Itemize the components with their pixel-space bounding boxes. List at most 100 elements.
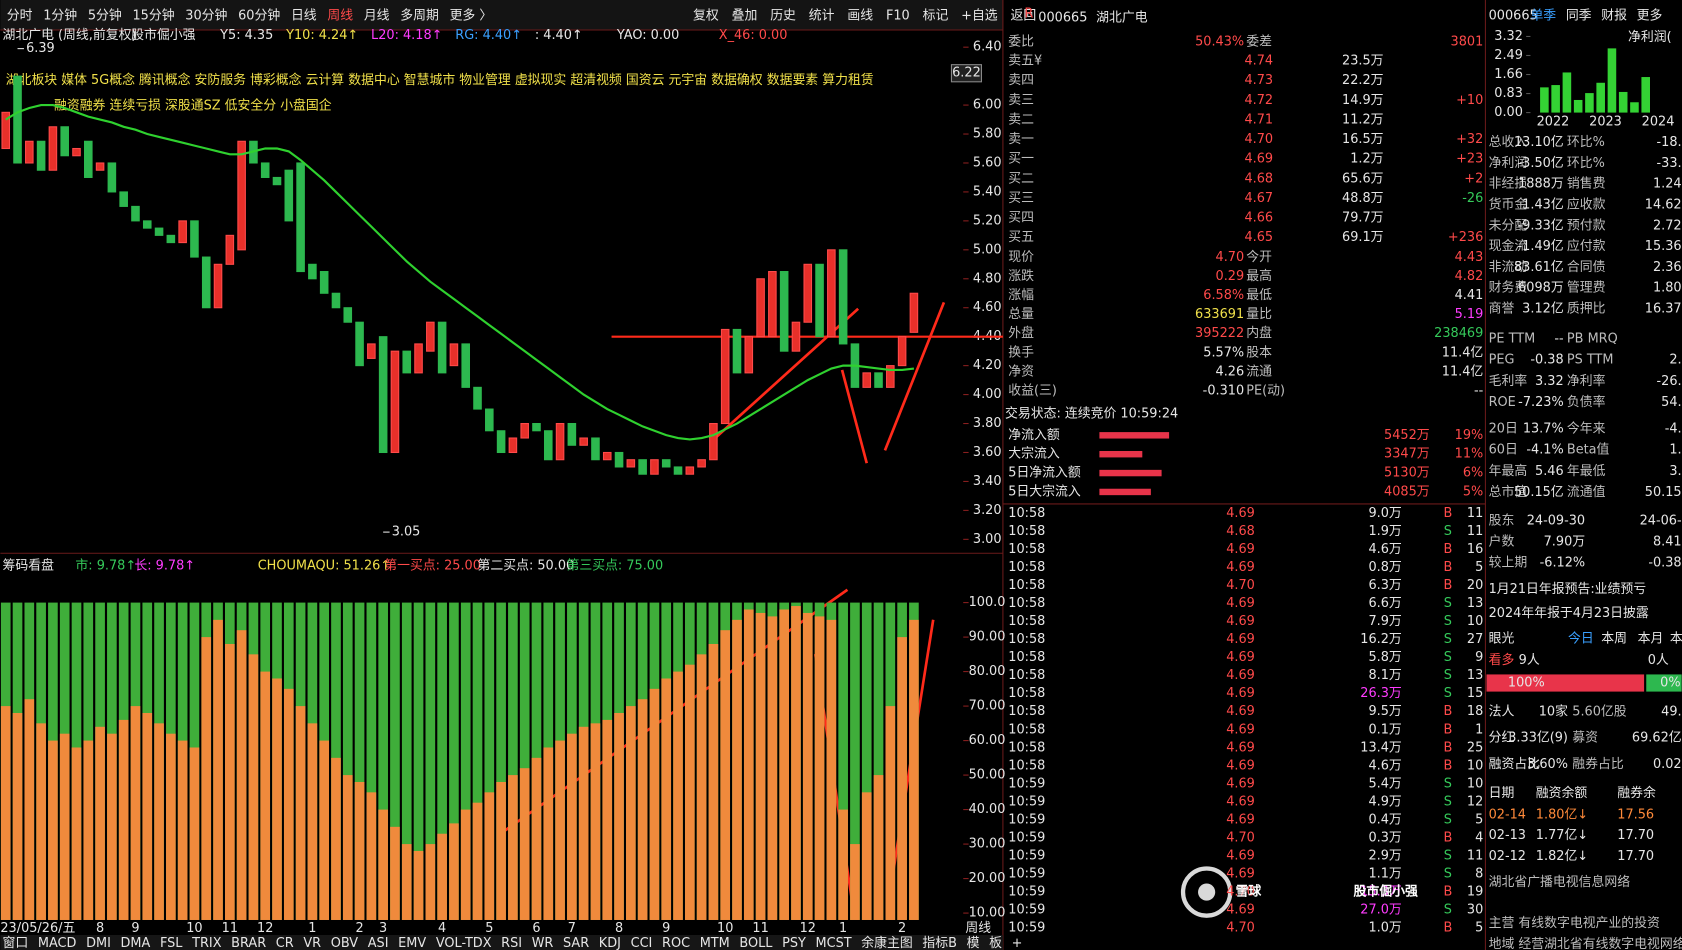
y-tick-label: 80.00 bbox=[969, 664, 1006, 679]
chip-bar bbox=[366, 792, 377, 920]
indicator-tab[interactable]: DMI bbox=[86, 936, 111, 950]
fin-tab[interactable]: 更多 bbox=[1637, 9, 1663, 24]
summary-cell: 销售费 bbox=[1567, 176, 1606, 192]
indicator-tab[interactable]: OBV bbox=[331, 936, 359, 950]
sentiment-tab[interactable]: 今日 bbox=[1568, 631, 1594, 647]
tick-volume: 0.1万 bbox=[1368, 722, 1401, 737]
sentiment-tab[interactable]: 本月 bbox=[1638, 632, 1664, 647]
tool-button[interactable]: 叠加 bbox=[732, 9, 758, 24]
candle bbox=[732, 328, 742, 374]
indicator-tab[interactable]: 模 bbox=[967, 936, 980, 950]
org-cell: 3.60% bbox=[1527, 757, 1568, 772]
candle bbox=[567, 422, 577, 446]
period-tab[interactable]: 月线 bbox=[364, 9, 390, 24]
stat-value: 0.29 bbox=[1216, 269, 1245, 284]
market-cell: 今年来 bbox=[1567, 420, 1606, 436]
period-tab[interactable]: 5分钟 bbox=[88, 8, 122, 24]
tool-button[interactable]: 返回 bbox=[1011, 9, 1037, 24]
period-tab[interactable]: 更多 〉 bbox=[450, 9, 493, 24]
profit-bar bbox=[1596, 82, 1605, 113]
candle bbox=[131, 205, 140, 222]
indicator-tab[interactable]: BOLL bbox=[739, 936, 773, 950]
margin-cell: 02-14 bbox=[1489, 807, 1526, 822]
indicator-tab[interactable]: WR bbox=[532, 936, 554, 950]
indicator-tab[interactable]: 指标B bbox=[922, 936, 957, 950]
y-tick-label: 5.60 bbox=[973, 155, 1002, 170]
tool-button[interactable]: 画线 bbox=[847, 9, 873, 24]
tick-price: 4.69 bbox=[1226, 758, 1255, 773]
tool-button[interactable]: 统计 bbox=[809, 9, 835, 24]
summary-cell: 合同债 bbox=[1567, 260, 1606, 275]
candle bbox=[1, 111, 11, 150]
book-volume: 69.1万 bbox=[1342, 230, 1384, 245]
y-tick-label: 40.00 bbox=[969, 802, 1006, 817]
book-label: 买一 bbox=[1008, 152, 1034, 167]
tick-count: 1 bbox=[1475, 722, 1483, 737]
indicator-tab[interactable]: CR bbox=[276, 936, 294, 950]
period-tab[interactable]: 1分钟 bbox=[43, 8, 77, 24]
indicator-tab[interactable]: FSL bbox=[160, 936, 183, 950]
indicator-tab[interactable]: BRAR bbox=[231, 936, 266, 950]
period-tab[interactable]: 30分钟 bbox=[185, 8, 227, 24]
indicator-tab[interactable]: DMA bbox=[121, 936, 151, 950]
indicator-tab[interactable]: EMV bbox=[398, 936, 426, 950]
tool-button[interactable]: +自选 bbox=[961, 9, 998, 24]
fin-tab[interactable]: 财报 bbox=[1601, 9, 1627, 24]
tick-count: 10 bbox=[1467, 614, 1483, 629]
candle bbox=[178, 220, 187, 244]
tool-button[interactable]: 复权 bbox=[693, 8, 719, 24]
org-cell: 69.62亿 bbox=[1632, 731, 1682, 746]
holders-cell: -6.12% bbox=[1540, 555, 1586, 570]
indicator-tab[interactable]: CCI bbox=[631, 936, 653, 950]
candle bbox=[897, 336, 907, 367]
book-price: 4.72 bbox=[1244, 93, 1273, 108]
y-tick-label: 4.00 bbox=[973, 387, 1002, 402]
indicator-tab[interactable]: SAR bbox=[563, 936, 589, 950]
summary-cell: 财务费 bbox=[1489, 280, 1528, 296]
candle bbox=[390, 350, 400, 454]
sentiment-tab[interactable]: 本 bbox=[1670, 632, 1682, 647]
chip-bar bbox=[83, 740, 94, 920]
period-tab[interactable]: 周线 bbox=[327, 9, 353, 24]
indicator-tab[interactable]: KDJ bbox=[599, 936, 621, 950]
indicator-tab[interactable]: 余康主图 bbox=[861, 935, 912, 950]
indicator-tab[interactable]: 板 bbox=[989, 936, 1002, 950]
margin-cell: 1.82亿↓ bbox=[1536, 849, 1588, 864]
indicator-tab[interactable]: MACD bbox=[38, 936, 77, 950]
period-tab[interactable]: 分时 bbox=[7, 9, 33, 24]
bull-count: 9人 bbox=[1519, 653, 1540, 668]
indicator-tab[interactable]: 窗口 bbox=[3, 935, 29, 950]
indicator-tab[interactable]: + bbox=[1012, 936, 1023, 950]
summary-cell: 环比% bbox=[1567, 156, 1605, 171]
sentiment-tab[interactable]: 本周 bbox=[1601, 632, 1627, 647]
tool-button[interactable]: 历史 bbox=[770, 9, 796, 24]
period-tab[interactable]: 60分钟 bbox=[238, 8, 280, 24]
indicator-tab[interactable]: MCST bbox=[816, 936, 852, 950]
candle bbox=[779, 271, 789, 352]
period-tab[interactable]: 日线 bbox=[291, 9, 317, 24]
indicator-tab[interactable]: VOL-TDX bbox=[436, 936, 492, 950]
fin-tab[interactable]: 单季 bbox=[1530, 9, 1556, 24]
book-label: 卖一 bbox=[1008, 132, 1034, 147]
indicator-tab[interactable]: PSY bbox=[782, 936, 806, 950]
x-tick-label: 11 bbox=[222, 921, 238, 936]
x-tick-label: 3 bbox=[379, 921, 387, 936]
indicator-tab[interactable]: ASI bbox=[368, 936, 389, 950]
tool-button[interactable]: F10 bbox=[886, 9, 910, 24]
market-cell: 3. bbox=[1669, 464, 1681, 479]
period-tab[interactable]: 15分钟 bbox=[132, 8, 174, 24]
ratios-cell: 净利率 bbox=[1567, 373, 1606, 389]
tool-button[interactable]: 标记 bbox=[923, 9, 949, 24]
notice: 2024年年报于4月23日披露 bbox=[1489, 606, 1649, 621]
indicator-tab[interactable]: VR bbox=[303, 936, 321, 950]
indicator-tab[interactable]: MTM bbox=[700, 936, 730, 950]
indicator-tab[interactable]: RSI bbox=[501, 936, 522, 950]
stat-label: 涨幅 bbox=[1008, 288, 1034, 303]
tick-price: 4.70 bbox=[1226, 830, 1255, 845]
tick-price: 4.70 bbox=[1226, 884, 1255, 899]
indicator-tab[interactable]: TRIX bbox=[191, 936, 222, 950]
period-tab[interactable]: 多周期 bbox=[400, 9, 439, 24]
indicator-tab[interactable]: ROC bbox=[662, 936, 690, 950]
stat-label: 总量 bbox=[1008, 307, 1034, 322]
fin-tab[interactable]: 同季 bbox=[1566, 9, 1592, 24]
